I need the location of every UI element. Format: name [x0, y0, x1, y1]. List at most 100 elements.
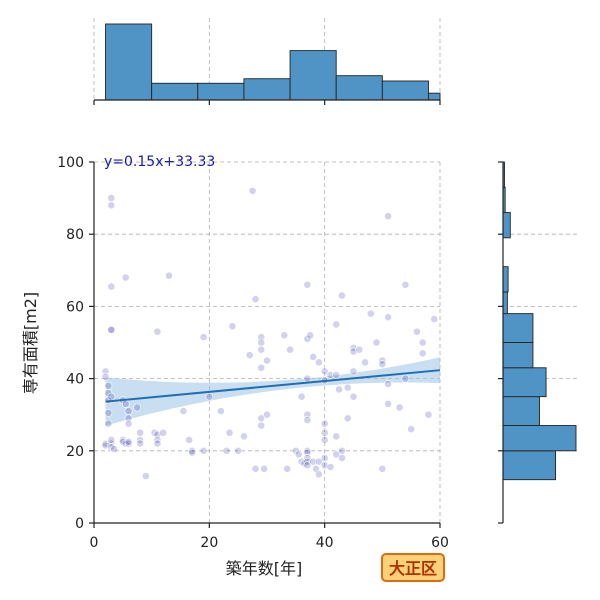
- scatter-point: [107, 325, 116, 334]
- scatter-point: [314, 457, 323, 466]
- scatter-point: [407, 425, 416, 434]
- scatter-point: [107, 194, 116, 202]
- y-tick-label: 100: [57, 155, 84, 171]
- scatter-point: [384, 399, 392, 408]
- scatter-point: [124, 437, 133, 446]
- scatter-point: [401, 280, 410, 289]
- scatter-point: [314, 358, 323, 367]
- scatter-point: [294, 450, 303, 459]
- regression-annotation: y=0.15x+33.33: [104, 154, 215, 170]
- scatter-point: [133, 403, 142, 412]
- scatter-point: [320, 454, 329, 462]
- scatter-point: [303, 410, 312, 419]
- scatter-point: [326, 463, 335, 471]
- scatter-point: [245, 351, 254, 360]
- confidence-band: [105, 357, 440, 426]
- scatter-point: [107, 201, 116, 210]
- y-hist-bar: [502, 291, 508, 315]
- scatter-point: [343, 414, 352, 423]
- y-axis-label: 専有面積[m2]: [21, 292, 40, 394]
- scatter-point: [153, 327, 162, 336]
- scatter-point: [349, 392, 358, 401]
- area-badge-box: [381, 553, 445, 582]
- scatter-point: [234, 446, 243, 455]
- y-hist-bar: [502, 212, 511, 239]
- scatter-point: [314, 470, 323, 479]
- scatter-point: [101, 367, 110, 376]
- scatter-point: [424, 410, 433, 419]
- regression-confidence-band: [105, 357, 440, 426]
- y-hist-bar: [502, 342, 534, 369]
- scatter-point: [320, 419, 329, 428]
- scatter-point: [257, 333, 266, 341]
- x-hist-bar: [381, 80, 429, 101]
- scatter-point: [332, 371, 341, 379]
- scatter-point: [101, 439, 110, 448]
- scatter-point: [153, 439, 162, 448]
- scatter-point: [306, 331, 315, 340]
- scatter-point: [286, 345, 294, 354]
- scatter-point: [355, 345, 364, 354]
- scatter-point: [185, 436, 194, 444]
- scatter-point: [384, 212, 392, 221]
- scatter-point: [225, 428, 234, 437]
- x-hist-bar: [289, 50, 337, 101]
- scatter-point: [303, 461, 312, 470]
- scatter-point: [338, 454, 346, 462]
- y-tick-label: 80: [66, 227, 84, 243]
- y-hist-bar: [502, 450, 557, 481]
- scatter-point: [216, 407, 225, 415]
- scatter-point: [153, 430, 162, 439]
- scatter-point: [378, 464, 387, 473]
- y-hist-bar: [502, 396, 540, 426]
- scatter-point: [320, 428, 329, 437]
- x-hist-bar: [105, 23, 153, 101]
- scatter-point: [141, 472, 150, 480]
- scatter-point: [251, 464, 260, 473]
- scatter-point: [303, 448, 312, 457]
- scatter-point: [188, 446, 196, 455]
- x-hist-bar: [335, 75, 383, 101]
- y-tick-label: 40: [66, 372, 84, 388]
- scatter-point: [366, 309, 375, 318]
- y-hist-bar: [502, 425, 577, 452]
- scatter-point: [121, 399, 130, 408]
- scatter-point: [240, 432, 248, 441]
- scatter-point: [205, 392, 214, 401]
- scatter-point: [430, 315, 439, 323]
- y-hist-bar: [502, 367, 547, 398]
- scatter-point: [372, 338, 381, 347]
- scatter-point: [107, 282, 116, 291]
- x-hist-bar: [197, 82, 245, 101]
- scatter-point: [199, 333, 208, 341]
- scatter-point: [338, 446, 346, 455]
- scatter-point: [257, 363, 266, 372]
- scatter-point: [121, 273, 130, 282]
- scatter-point: [263, 356, 271, 365]
- scatter-point: [280, 331, 289, 340]
- scatter-point: [101, 441, 110, 450]
- scatter-point: [110, 445, 119, 453]
- scatter-point: [349, 367, 358, 376]
- x-tick-label: 0: [90, 535, 99, 551]
- scatter-point: [165, 271, 173, 280]
- y-marginal-histogram: [498, 161, 580, 524]
- scatter-point: [338, 291, 346, 300]
- x-hist-bar: [151, 82, 199, 101]
- y-hist-bar: [502, 313, 534, 343]
- scatter-point: [418, 338, 427, 347]
- scatter-point: [159, 428, 168, 437]
- x-tick-label: 40: [316, 535, 334, 551]
- scatter-point: [257, 345, 266, 354]
- scatter-point: [320, 367, 329, 376]
- scatter-point: [124, 407, 133, 415]
- scatter-point: [263, 410, 271, 419]
- scatter-point: [260, 464, 269, 473]
- scatter-point: [222, 446, 231, 455]
- scatter-points: [101, 186, 439, 480]
- scatter-point: [303, 374, 312, 383]
- scatter-point: [418, 349, 427, 358]
- scatter-point: [124, 439, 133, 448]
- scatter-point: [297, 392, 306, 401]
